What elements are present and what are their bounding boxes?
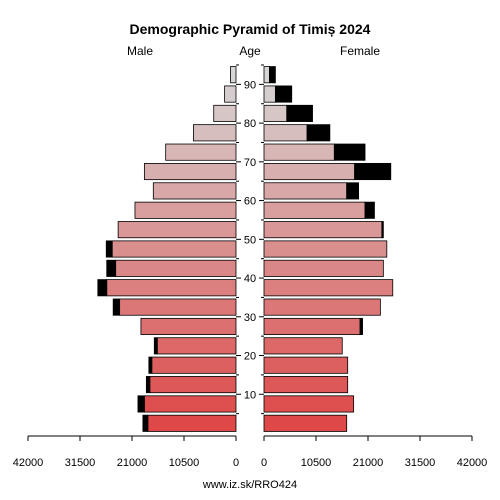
female-excess-bar-60-64 bbox=[346, 182, 359, 200]
female-excess-bar-80-84 bbox=[286, 104, 313, 122]
male-bar-45-49 bbox=[111, 240, 237, 258]
chart-title: Demographic Pyramid of Timiș 2024 bbox=[130, 21, 371, 37]
age-tick-label-30: 30 bbox=[244, 312, 256, 324]
female-bar-65-69 bbox=[263, 162, 356, 181]
male-excess-bar-20-24 bbox=[153, 337, 158, 355]
female-bar-0-4 bbox=[263, 414, 348, 432]
female-bar-70-74 bbox=[263, 143, 335, 161]
male-x-tick-label-42000: 42000 bbox=[13, 457, 44, 469]
male-header: Male bbox=[127, 44, 153, 58]
male-bar-85-89 bbox=[224, 85, 237, 103]
female-bar-80-84 bbox=[263, 104, 288, 122]
male-excess-bar-45-49 bbox=[105, 240, 113, 258]
male-bar-60-64 bbox=[152, 182, 237, 200]
age-tick-label-60: 60 bbox=[244, 196, 256, 208]
male-bar-35-39 bbox=[106, 279, 237, 297]
male-bar-80-84 bbox=[213, 104, 237, 122]
female-bar-20-24 bbox=[263, 337, 343, 355]
female-x-tick-label-10500: 10500 bbox=[301, 457, 332, 469]
male-x-tick-label-0: 0 bbox=[233, 457, 239, 469]
female-bar-90+ bbox=[263, 66, 270, 84]
female-bar-40-44 bbox=[263, 259, 384, 277]
age-tick-label-80: 80 bbox=[244, 118, 256, 130]
age-tick-label-10: 10 bbox=[244, 389, 256, 401]
male-x-tick-label-31500: 31500 bbox=[65, 457, 96, 469]
female-bar-55-59 bbox=[263, 201, 366, 219]
female-x-tick-label-42000: 42000 bbox=[457, 457, 488, 469]
female-bar-10-14 bbox=[263, 376, 349, 394]
male-bar-70-74 bbox=[165, 143, 237, 161]
female-x-tick-label-21000: 21000 bbox=[353, 457, 384, 469]
female-x-tick-label-0: 0 bbox=[261, 457, 267, 469]
male-excess-bar-10-14 bbox=[145, 376, 151, 394]
female-bar-15-19 bbox=[263, 356, 349, 374]
male-excess-bar-30-34 bbox=[112, 298, 121, 316]
male-bar-75-79 bbox=[193, 124, 237, 142]
male-bar-40-44 bbox=[115, 259, 237, 277]
female-excess-bar-55-59 bbox=[364, 201, 375, 219]
age-tick-label-20: 20 bbox=[244, 351, 256, 363]
male-bar-10-14 bbox=[149, 376, 237, 394]
female-bar-5-9 bbox=[263, 395, 355, 413]
male-excess-bar-0-4 bbox=[142, 414, 149, 432]
pyramid-axes: 10 20 30 40 50 60 70 80 90 42000 31500 21000 10500 0 0… bbox=[13, 64, 488, 469]
female-bar-30-34 bbox=[263, 298, 381, 316]
female-bar-35-39 bbox=[263, 279, 394, 297]
female-bar-60-64 bbox=[263, 182, 348, 200]
age-header: Age bbox=[239, 44, 261, 58]
female-excess-bar-85-89 bbox=[274, 85, 293, 103]
female-bar-85-89 bbox=[263, 85, 276, 103]
female-excess-bar-75-79 bbox=[306, 124, 331, 142]
female-bar-50-54 bbox=[263, 221, 383, 239]
male-excess-bar-40-44 bbox=[106, 259, 117, 277]
female-excess-bar-90+ bbox=[269, 66, 276, 84]
male-bar-55-59 bbox=[134, 201, 237, 219]
age-tick-label-40: 40 bbox=[244, 273, 256, 285]
male-bar-15-19 bbox=[151, 356, 237, 374]
female-excess-bar-70-74 bbox=[333, 143, 366, 161]
female-excess-bar-25-29 bbox=[359, 317, 363, 336]
female-bar-25-29 bbox=[263, 317, 361, 336]
male-bar-0-4 bbox=[147, 414, 237, 432]
male-x-tick-label-21000: 21000 bbox=[117, 457, 148, 469]
female-excess-bar-50-54 bbox=[381, 221, 384, 239]
female-bar-75-79 bbox=[263, 124, 308, 142]
female-x-tick-label-31500: 31500 bbox=[405, 457, 436, 469]
male-bar-30-34 bbox=[119, 298, 237, 316]
female-excess-bar-65-69 bbox=[354, 162, 392, 181]
age-tick-label-50: 50 bbox=[244, 234, 256, 246]
pyramid-bars bbox=[97, 66, 394, 432]
male-bar-20-24 bbox=[156, 337, 237, 355]
male-bar-90+ bbox=[230, 66, 237, 84]
female-header: Female bbox=[340, 44, 380, 58]
male-bar-50-54 bbox=[117, 221, 237, 239]
footer-url: www.iz.sk/RRO424 bbox=[202, 479, 297, 491]
male-excess-bar-15-19 bbox=[148, 356, 153, 374]
female-bar-45-49 bbox=[263, 240, 388, 258]
age-tick-label-90: 90 bbox=[244, 79, 256, 91]
male-x-tick-label-10500: 10500 bbox=[169, 457, 200, 469]
male-bar-65-69 bbox=[143, 162, 237, 181]
male-bar-25-29 bbox=[140, 317, 237, 336]
age-tick-label-70: 70 bbox=[244, 157, 256, 169]
male-bar-5-9 bbox=[143, 395, 237, 413]
male-excess-bar-35-39 bbox=[97, 279, 108, 297]
male-excess-bar-5-9 bbox=[137, 395, 145, 413]
